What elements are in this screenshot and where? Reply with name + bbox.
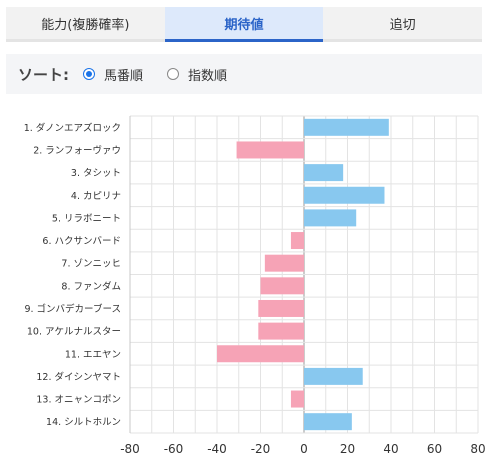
tab-bar: 能力(複勝確率) 期待値 追切	[6, 7, 483, 42]
x-tick-label: 60	[427, 442, 442, 456]
sort-label: ソート:	[18, 65, 69, 84]
category-label: 12. ダイシンヤマト	[36, 371, 121, 383]
category-label: 4. カピリナ	[71, 191, 121, 202]
category-label: 10. アケルナルスター	[27, 327, 121, 338]
bar	[290, 232, 304, 250]
x-tick-label: -80	[120, 442, 140, 456]
category-label: 11. エエヤン	[65, 349, 121, 360]
x-tick-label: 0	[300, 442, 308, 456]
category-label: 6. ハクサンバード	[42, 236, 121, 247]
bar	[290, 390, 304, 408]
category-label: 9. ゴンバデカーブース	[24, 303, 121, 315]
category-label: 14. シルトホルン	[46, 417, 121, 428]
tab-ability[interactable]: 能力(複勝確率)	[6, 7, 165, 42]
bar	[258, 299, 304, 317]
bar	[304, 367, 363, 385]
bar	[260, 277, 304, 295]
category-label: 1. ダノンエアズロック	[24, 122, 121, 134]
bar	[304, 413, 352, 431]
x-tick-label: -60	[164, 442, 184, 456]
x-tick-label: -20	[251, 442, 271, 456]
x-tick-label: 40	[383, 442, 398, 456]
bar	[304, 186, 385, 204]
category-label: 5. リラボニート	[52, 213, 121, 224]
bar	[304, 209, 357, 227]
tab-workout[interactable]: 追切	[323, 7, 483, 42]
category-label: 3. タシット	[71, 168, 121, 179]
sort-option-index-label: 指数順	[188, 68, 228, 84]
category-label: 13. オニャンコポン	[36, 395, 121, 406]
sort-option-number[interactable]: 馬番順	[83, 65, 143, 84]
x-tick-label: 20	[340, 442, 355, 456]
sort-option-index[interactable]: 指数順	[167, 65, 227, 84]
category-label: 2. ランフォーヴァウ	[33, 144, 121, 156]
bar	[236, 141, 304, 159]
x-tick-label: 80	[470, 442, 485, 456]
sort-option-number-label: 馬番順	[104, 68, 144, 84]
sort-bar: ソート: 馬番順 指数順	[6, 54, 482, 94]
radio-number[interactable]	[83, 68, 95, 80]
bar	[217, 345, 304, 363]
category-label: 8. ファンダム	[61, 280, 121, 292]
radio-index[interactable]	[167, 68, 180, 80]
bar	[304, 118, 389, 136]
x-tick-label: -40	[207, 442, 227, 456]
bar	[258, 322, 304, 340]
bar	[264, 254, 304, 272]
bar	[304, 164, 344, 182]
tab-expected-value[interactable]: 期待値	[164, 7, 324, 42]
category-label: 7. ゾンニッヒ	[61, 259, 121, 270]
